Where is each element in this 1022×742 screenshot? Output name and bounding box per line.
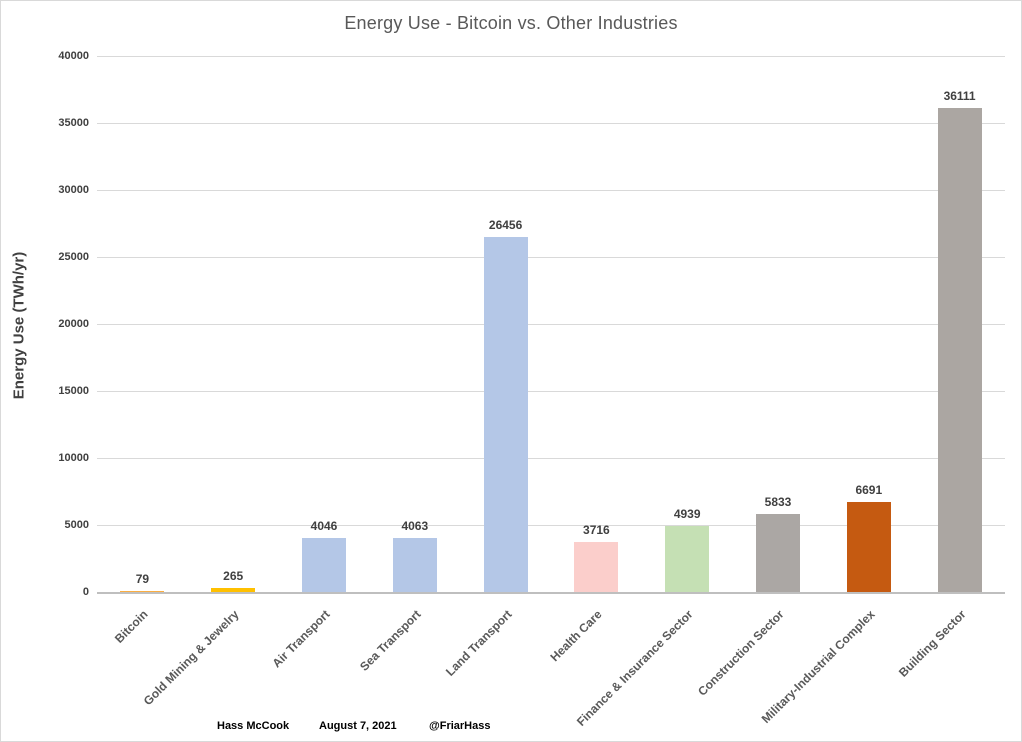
bar-gold-mining-jewelry	[211, 588, 256, 592]
bar-value-label: 26456	[488, 218, 523, 232]
y-tick-label: 5000	[64, 519, 89, 531]
footer-date: August 7, 2021	[319, 720, 397, 732]
gridline	[97, 190, 1005, 191]
bar-construction-sector	[756, 514, 800, 592]
footer-handle: @FriarHass	[429, 720, 491, 732]
bar-sea-transport	[392, 538, 437, 592]
y-tick-label: 30000	[58, 184, 89, 196]
footer-author: Hass McCook	[217, 720, 290, 732]
x-tick-label: Building Sector	[895, 607, 969, 680]
bar-value-label: 36111	[943, 89, 976, 103]
y-tick-label: 25000	[58, 251, 89, 263]
bar-value-label: 79	[135, 572, 150, 586]
bar-value-label: 6691	[855, 483, 883, 497]
bar-value-label: 265	[223, 569, 244, 583]
bar-bitcoin	[120, 591, 165, 592]
bar-value-label: 4063	[401, 519, 429, 533]
bar-value-label: 5833	[764, 495, 792, 509]
y-axis-title: Energy Use (TWh/yr)	[10, 251, 28, 400]
bar-military-industrial-complex	[846, 502, 891, 592]
y-tick-label: 35000	[58, 117, 89, 129]
y-tick-label: 40000	[58, 50, 89, 62]
y-tick-label: 20000	[58, 318, 89, 330]
y-tick-label: 15000	[58, 385, 89, 397]
x-axis-line	[97, 592, 1005, 594]
gridline	[97, 257, 1005, 258]
bar-value-label: 4046	[310, 519, 338, 533]
bar-building-sector	[937, 108, 982, 592]
gridline	[97, 123, 1005, 124]
bar-health-care	[574, 542, 619, 592]
bar-finance-insurance-sector	[665, 526, 710, 592]
gridline	[97, 458, 1005, 459]
gridline	[97, 391, 1005, 392]
gridline	[97, 324, 1005, 325]
bar-air-transport	[302, 538, 346, 592]
bar-value-label: 3716	[583, 523, 610, 537]
bar-land-transport	[483, 237, 528, 592]
y-tick-label: 0	[82, 586, 89, 598]
bar-value-label: 4939	[673, 507, 701, 521]
y-tick-label: 10000	[58, 452, 89, 464]
gridline	[97, 525, 1005, 526]
chart-title: Energy Use - Bitcoin vs. Other Industrie…	[344, 13, 678, 33]
gridline	[97, 56, 1005, 57]
